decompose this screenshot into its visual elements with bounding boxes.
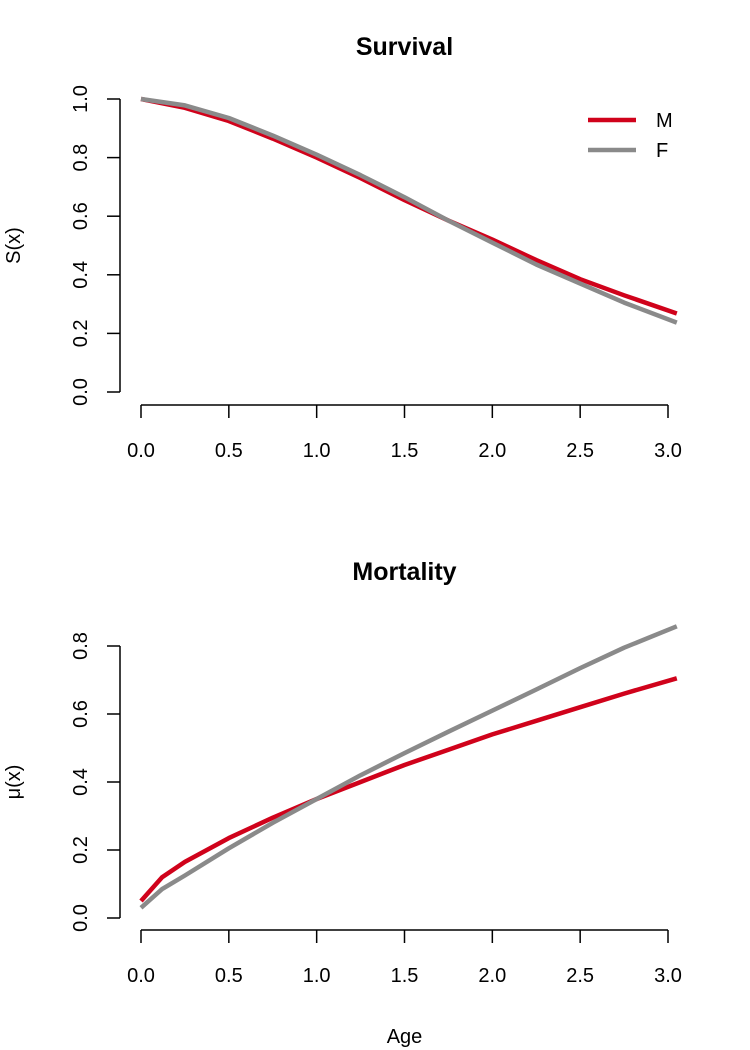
x-tick-label: 3.0 (654, 440, 682, 462)
y-tick-label: 0.4 (70, 768, 92, 796)
mortality-panel: Mortality 0.0 0.5 1.0 1.5 2.0 2.5 3.0 0.0 0.2 0.4 0… (3, 558, 682, 1048)
y-tick-label: 1.0 (70, 85, 92, 113)
series-line-m (140, 96, 678, 316)
legend-label-m: M (656, 110, 673, 132)
y-tick-label: 0.6 (70, 202, 92, 230)
x-tick-label: 0.5 (215, 965, 243, 987)
y-axis-label: μ(x) (3, 765, 25, 800)
x-tick-label: 2.5 (566, 440, 594, 462)
legend-label-f: F (656, 140, 668, 162)
x-tick-label: 1.0 (303, 440, 331, 462)
y-axis-label: S(x) (3, 227, 25, 264)
series-line-f (139, 624, 678, 910)
series-line-f (140, 96, 678, 325)
x-tick-label: 0.5 (215, 440, 243, 462)
x-tick-label: 1.5 (391, 965, 419, 987)
y-tick-label: 0.8 (70, 632, 92, 660)
x-tick-label: 1.5 (391, 440, 419, 462)
x-tick-label: 1.0 (303, 965, 331, 987)
x-tick-label: 0.0 (127, 440, 155, 462)
y-tick-label: 0.2 (70, 836, 92, 864)
survival-panel: Survival 0.0 0.5 1.0 1.5 2.0 2.5 3.0 0.0 0.2 0.4 0.… (3, 33, 682, 462)
y-tick-label: 0.8 (70, 144, 92, 172)
x-tick-label: 2.5 (566, 965, 594, 987)
y-tick-label: 0.4 (70, 261, 92, 289)
y-tick-label: 0.0 (70, 904, 92, 932)
x-tick-label: 2.0 (478, 440, 506, 462)
x-axis-label: Age (387, 1026, 423, 1048)
x-tick-label: 0.0 (127, 965, 155, 987)
x-tick-label: 3.0 (654, 965, 682, 987)
chart-title: Survival (356, 33, 453, 61)
y-tick-label: 0.2 (70, 319, 92, 347)
x-tick-label: 2.0 (478, 965, 506, 987)
y-tick-label: 0.0 (70, 378, 92, 406)
series-line-m (139, 676, 678, 903)
y-tick-label: 0.6 (70, 700, 92, 728)
chart-title: Mortality (352, 558, 456, 586)
